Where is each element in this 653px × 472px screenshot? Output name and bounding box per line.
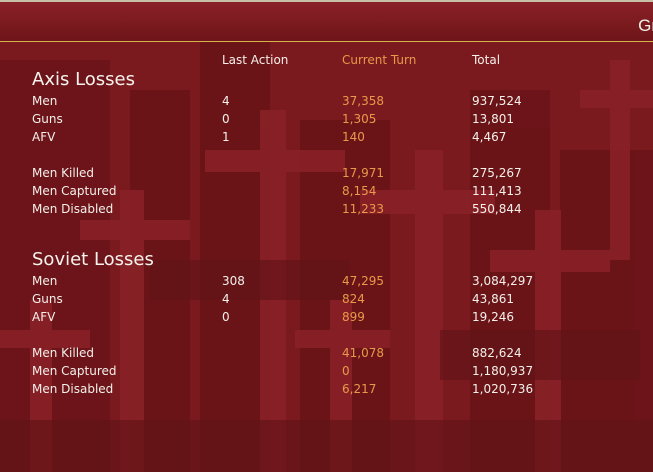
- row-label: Guns: [32, 112, 63, 126]
- row-label: Men: [32, 274, 58, 288]
- current-turn-value: 8,154: [342, 184, 377, 198]
- row-label: Men Disabled: [32, 382, 114, 396]
- column-header-total: Total: [472, 53, 501, 67]
- total-value: 43,861: [472, 292, 514, 306]
- total-value: 4,467: [472, 130, 507, 144]
- total-value: 3,084,297: [472, 274, 534, 288]
- total-value: 937,524: [472, 94, 522, 108]
- last-action-value: 4: [222, 94, 230, 108]
- current-turn-value: 47,295: [342, 274, 384, 288]
- row-label: Guns: [32, 292, 63, 306]
- row-label: Men Disabled: [32, 202, 114, 216]
- current-turn-value: 17,971: [342, 166, 384, 180]
- row-label: Men Captured: [32, 184, 117, 198]
- last-action-value: 0: [222, 310, 230, 324]
- last-action-value: 1: [222, 130, 230, 144]
- soviet-losses-title: Soviet Losses: [32, 249, 154, 270]
- total-value: 882,624: [472, 346, 522, 360]
- total-value: 550,844: [472, 202, 522, 216]
- row-label: Men: [32, 94, 58, 108]
- total-value: 1,180,937: [472, 364, 534, 378]
- total-value: 275,267: [472, 166, 522, 180]
- column-header-last-action: Last Action: [222, 53, 289, 67]
- current-turn-value: 899: [342, 310, 365, 324]
- current-turn-value: 41,078: [342, 346, 384, 360]
- row-label: Men Killed: [32, 166, 95, 180]
- total-value: 111,413: [472, 184, 522, 198]
- current-turn-value: 1,305: [342, 112, 377, 126]
- column-header-current-turn: Current Turn: [342, 53, 417, 67]
- row-label: Men Captured: [32, 364, 117, 378]
- row-label: AFV: [32, 130, 56, 144]
- total-value: 19,246: [472, 310, 514, 324]
- screen-title: Gr: [638, 16, 653, 35]
- current-turn-value: 824: [342, 292, 365, 306]
- total-value: 1,020,736: [472, 382, 534, 396]
- current-turn-value: 0: [342, 364, 350, 378]
- axis-losses-title: Axis Losses: [32, 69, 135, 90]
- last-action-value: 4: [222, 292, 230, 306]
- current-turn-value: 11,233: [342, 202, 384, 216]
- last-action-value: 308: [222, 274, 245, 288]
- current-turn-value: 37,358: [342, 94, 384, 108]
- row-label: Men Killed: [32, 346, 95, 360]
- current-turn-value: 140: [342, 130, 365, 144]
- last-action-value: 0: [222, 112, 230, 126]
- row-label: AFV: [32, 310, 56, 324]
- current-turn-value: 6,217: [342, 382, 377, 396]
- total-value: 13,801: [472, 112, 514, 126]
- top-title-bar: Gr: [0, 0, 653, 42]
